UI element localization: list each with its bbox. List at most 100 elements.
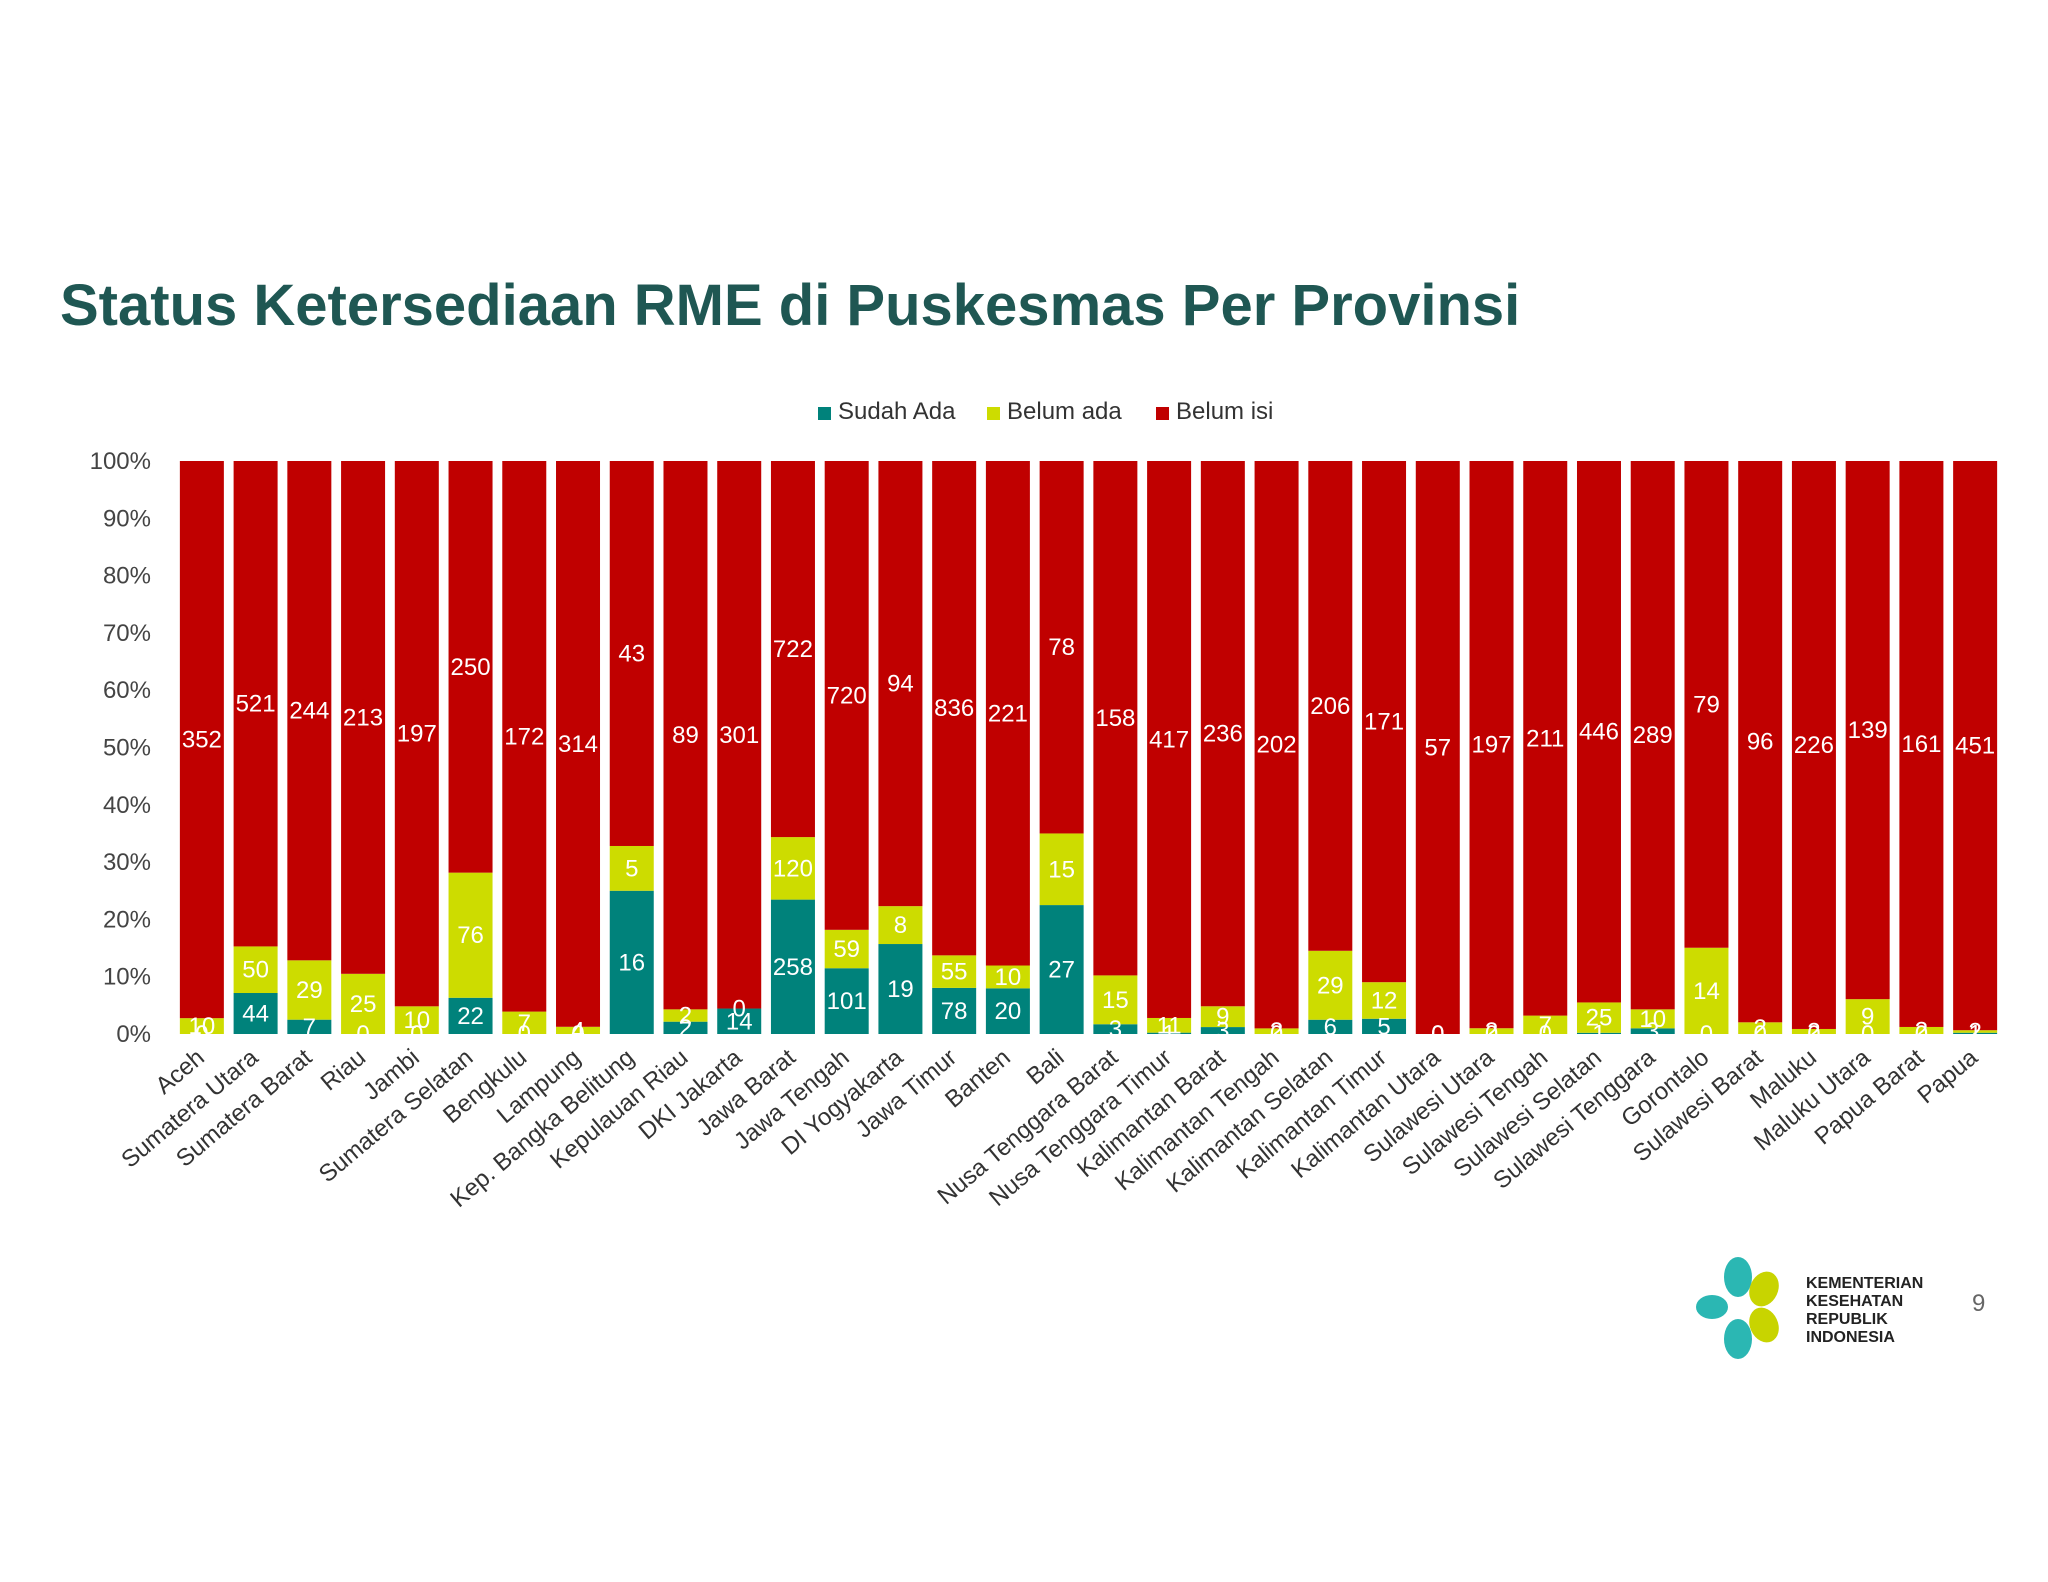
data-label-belum-isi: 289 (1633, 722, 1673, 749)
data-label-belum-ada: 5 (625, 855, 638, 882)
logo-line: REPUBLIK (1806, 1311, 1888, 1328)
data-label-sudah-ada: 0 (195, 1021, 208, 1048)
data-label-sudah-ada: 0 (1807, 1021, 1820, 1048)
data-label-belum-ada: 25 (350, 991, 377, 1018)
y-tick-label: 80% (103, 563, 151, 590)
data-label-sudah-ada: 0 (1861, 1021, 1874, 1048)
data-label-belum-isi: 43 (618, 640, 645, 667)
y-tick-label: 50% (103, 735, 151, 762)
bar-belum-isi (1415, 461, 1460, 1034)
data-label-belum-ada: 0 (1431, 1021, 1444, 1048)
data-label-belum-ada: 11 (1157, 1012, 1182, 1039)
bar-belum-isi (287, 461, 332, 961)
data-label-sudah-ada: 3 (1109, 1016, 1122, 1043)
data-label-belum-isi: 96 (1747, 729, 1774, 756)
bar-sudah-ada (1362, 1018, 1407, 1034)
bar-belum-ada (1200, 1006, 1245, 1028)
data-labels: 0103524450521729244025213010197227625007… (182, 634, 1995, 1048)
data-label-sudah-ada: 3 (1646, 1018, 1659, 1045)
data-label-belum-isi: 836 (934, 695, 974, 722)
bar-belum-ada (1953, 1030, 1998, 1033)
bar-belum-isi (663, 461, 708, 1010)
bar-belum-ada (1845, 999, 1890, 1034)
data-label-sudah-ada: 44 (242, 1001, 269, 1028)
data-label-belum-isi: 94 (887, 671, 914, 698)
bar-sudah-ada (770, 899, 815, 1034)
data-label-sudah-ada: 78 (941, 998, 968, 1025)
data-label-belum-ada: 2 (1968, 1018, 1981, 1045)
kemenkes-emblem-icon (1696, 1257, 1779, 1359)
bar-belum-ada (233, 946, 278, 994)
bar-sudah-ada (609, 890, 654, 1034)
y-axis: 0% 10% 20% 30% 40% 50% 60% 70% 80% 90% 100% (90, 448, 151, 1048)
data-label-belum-isi: 78 (1048, 634, 1075, 661)
data-label-belum-ada: 7 (518, 1010, 531, 1037)
data-label-sudah-ada: 22 (457, 1003, 484, 1030)
data-label-belum-isi: 161 (1901, 731, 1941, 758)
bar-belum-isi (770, 461, 815, 838)
data-label-belum-ada: 12 (1371, 987, 1398, 1014)
bar-belum-ada (1523, 1015, 1568, 1034)
bar-belum-ada (502, 1011, 547, 1034)
bar-belum-ada (394, 1006, 439, 1034)
data-label-sudah-ada: 0 (1270, 1021, 1283, 1048)
data-label-belum-isi: 446 (1579, 719, 1619, 746)
data-label-belum-ada: 2 (1915, 1017, 1928, 1044)
data-label-belum-isi: 521 (236, 691, 276, 718)
data-label-sudah-ada: 101 (827, 988, 867, 1015)
bar-belum-ada (1576, 1002, 1621, 1033)
data-label-belum-isi: 352 (182, 727, 222, 754)
data-label-belum-ada: 10 (189, 1013, 216, 1040)
data-label-belum-isi: 197 (1471, 732, 1511, 759)
bar-belum-isi (1845, 461, 1890, 1000)
y-tick-label: 40% (103, 792, 151, 819)
data-label-sudah-ada: 1 (1968, 1020, 1981, 1047)
bar-belum-isi (932, 461, 977, 956)
bar-belum-ada (1093, 975, 1138, 1025)
legend-label-sudah-ada: Sudah Ada (838, 398, 956, 425)
data-label-belum-isi: 202 (1257, 732, 1297, 759)
data-label-belum-isi: 451 (1955, 733, 1995, 760)
bar-sudah-ada (1200, 1027, 1245, 1034)
bar-sudah-ada (717, 1008, 762, 1034)
data-label-sudah-ada: 6 (1324, 1014, 1337, 1041)
bar-belum-ada (1630, 1009, 1675, 1029)
data-label-sudah-ada: 1 (1162, 1020, 1175, 1047)
bar-belum-ada (448, 872, 493, 998)
bar-belum-isi (1147, 461, 1192, 1018)
data-label-belum-isi: 206 (1310, 693, 1350, 720)
data-label-sudah-ada: 7 (303, 1014, 316, 1041)
bar-sudah-ada (233, 993, 278, 1034)
data-label-sudah-ada: 5 (1377, 1013, 1390, 1040)
bar-belum-ada (1791, 1028, 1836, 1034)
bar-sudah-ada (878, 944, 923, 1034)
bar-belum-isi (341, 461, 386, 974)
bar-sudah-ada (287, 1019, 332, 1034)
y-tick-label: 20% (103, 906, 151, 933)
bar-belum-ada (663, 1009, 708, 1022)
data-label-belum-ada: 0 (733, 996, 746, 1023)
data-label-belum-ada: 8 (894, 912, 907, 939)
bar-belum-isi (502, 461, 547, 1012)
legend-label-belum-isi: Belum isi (1176, 398, 1273, 425)
bar-belum-isi (1630, 461, 1675, 1010)
data-label-sudah-ada: 0 (518, 1021, 531, 1048)
bar-belum-isi (717, 461, 762, 1009)
data-label-belum-isi: 79 (1693, 691, 1720, 718)
data-label-belum-ada: 15 (1048, 856, 1075, 883)
data-label-belum-isi: 213 (343, 704, 383, 731)
x-tick-label: Papua (1912, 1043, 1983, 1109)
data-label-belum-isi: 172 (504, 723, 544, 750)
bar-belum-ada (1738, 1022, 1783, 1034)
bar-sudah-ada (1093, 1024, 1138, 1034)
data-label-belum-ada: 2 (1754, 1015, 1767, 1042)
logo-line: KESEHATAN (1806, 1293, 1904, 1310)
logo-line: KEMENTERIAN (1806, 1275, 1924, 1292)
bar-belum-isi (556, 461, 601, 1027)
bar-belum-isi (878, 461, 923, 907)
data-label-belum-ada: 14 (1693, 978, 1720, 1005)
data-label-sudah-ada: 3 (1216, 1018, 1229, 1045)
data-label-belum-ada: 2 (679, 1003, 692, 1030)
chart-legend: Sudah Ada Belum ada Belum isi (818, 398, 1273, 425)
